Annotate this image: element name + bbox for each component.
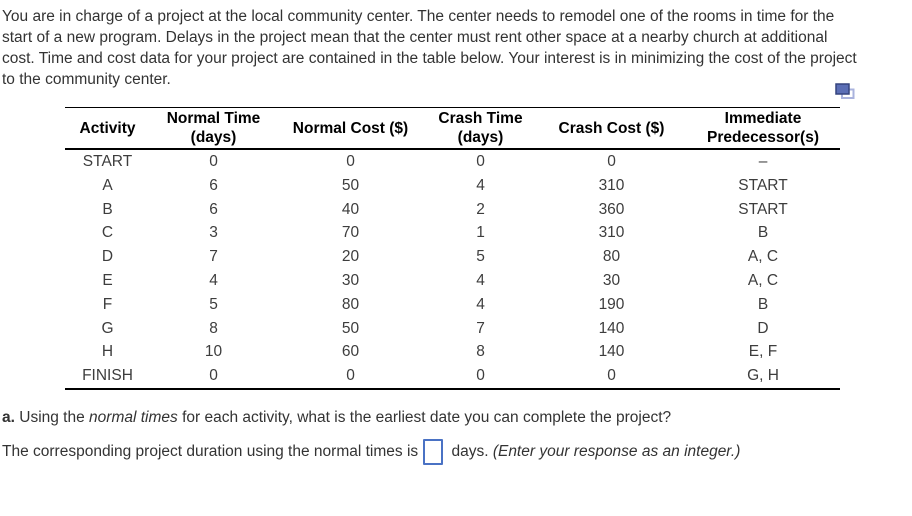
table-cell: E	[102, 271, 113, 289]
answer-text-before: The corresponding project duration using…	[2, 442, 419, 460]
table-cell: 8	[476, 343, 485, 361]
table-cell: 0	[607, 153, 616, 170]
table-cell: 310	[598, 176, 625, 194]
question-part-a: a. Using the normal times for each activ…	[2, 407, 912, 428]
table-row: FINISH 0 0 0 0 G, H	[65, 364, 840, 389]
table-cell: B	[102, 200, 113, 218]
table-cell: 4	[209, 271, 218, 289]
table-cell: A, C	[747, 271, 779, 289]
table-cell: B	[757, 295, 769, 313]
table-cell: G	[101, 319, 114, 337]
table-cell: 0	[209, 367, 218, 385]
table-cell: F	[102, 295, 113, 313]
col-header-crash-cost: Crash Cost ($)	[537, 107, 686, 150]
answer-text-after: days.	[447, 442, 493, 460]
question-italic-phrase: normal times	[89, 408, 178, 426]
table-cell: A	[102, 176, 113, 194]
col-header-normal-cost: Normal Cost ($)	[277, 107, 424, 150]
col-header-immediate-predecessors: Immediate Predecessor(s)	[686, 107, 840, 150]
table-cell: 7	[476, 319, 485, 337]
table-row: D 7 20 5 80 A, C	[65, 245, 840, 269]
question-part-label: a.	[2, 408, 15, 426]
table-cell: 360	[598, 200, 625, 218]
table-cell: 10	[204, 343, 223, 361]
activity-cost-table: Activity Normal Time (days) Normal Cost …	[65, 107, 840, 390]
table-cell: B	[757, 224, 769, 242]
answer-line: The corresponding project duration using…	[2, 438, 912, 465]
table-cell: G, H	[747, 367, 779, 385]
table-row: B 6 40 2 360 START	[65, 198, 840, 222]
table-cell: 2	[476, 200, 485, 218]
table-cell: E, F	[748, 343, 778, 361]
problem-statement-line: You are in charge of a project at the lo…	[2, 8, 835, 25]
table-cell: 0	[209, 153, 218, 170]
problem-statement-line: cost. Time and cost data for your projec…	[2, 50, 857, 67]
table-cell: 4	[476, 271, 485, 289]
table-cell: 20	[341, 248, 360, 266]
table-cell: 0	[346, 153, 355, 170]
table-cell: START	[738, 176, 788, 194]
table-cell: START	[82, 153, 133, 170]
table-cell: 80	[341, 295, 360, 313]
table-cell: 6	[209, 176, 218, 194]
table-cell: 5	[476, 248, 485, 266]
table-cell: 140	[598, 343, 625, 361]
table-body: START 0 0 0 0– A 6 50 4 310 START B 6 40 2 360 START C 3 70…	[65, 149, 840, 389]
table-cell: D	[757, 319, 769, 337]
table-cell: 30	[341, 271, 360, 289]
question-text-before: Using the	[14, 408, 90, 426]
table-row: START 0 0 0 0 –	[65, 149, 840, 174]
question-text-after: for each activity, what is the earliest …	[177, 408, 672, 426]
table-cell: 0	[607, 367, 616, 385]
col-header-crash-time: Crash Time (days)	[424, 107, 537, 150]
table-row: E 4 30 4 30 A, C	[65, 269, 840, 293]
table-cell: –	[758, 153, 768, 170]
table-cell: 140	[598, 319, 625, 337]
table-cell: 5	[209, 295, 218, 313]
table-cell: 80	[602, 248, 621, 266]
copy-table-icon-glyph	[835, 83, 855, 99]
table-cell: 0	[476, 367, 485, 385]
table-cell: 50	[341, 319, 360, 337]
table-row: G 8 50 7 140 D	[65, 317, 840, 341]
table-cell: 0	[346, 367, 355, 385]
table-cell: C	[101, 224, 114, 242]
table-cell: 310	[598, 224, 625, 242]
table-cell: 30	[602, 271, 621, 289]
table-cell: 50	[341, 176, 360, 194]
answer-instruction: (Enter your response as an integer.)	[492, 442, 741, 460]
table-cell: START	[738, 200, 788, 218]
table-cell: 190	[598, 295, 625, 313]
table-cell: 7	[209, 248, 218, 266]
table-cell: 3	[209, 224, 218, 242]
table-cell: FINISH	[82, 367, 133, 385]
table-row: H 10 60 8 140 E, F	[65, 340, 840, 364]
problem-statement-line: start of a new program. Delays in the pr…	[2, 29, 828, 46]
table-cell: A, C	[747, 248, 779, 266]
table-cell: H	[101, 343, 114, 361]
table-cell: 4	[476, 295, 485, 313]
table-row: C 3 70 1 310 B	[65, 221, 840, 245]
duration-input[interactable]	[423, 438, 444, 465]
table-cell: D	[101, 248, 114, 266]
table-cell: 0	[476, 153, 485, 170]
table-cell: 6	[209, 200, 218, 218]
table-header: Activity Normal Time (days) Normal Cost …	[65, 107, 840, 150]
table-cell: 60	[341, 343, 360, 361]
col-header-activity: Activity	[65, 107, 150, 150]
problem-statement: You are in charge of a project at the lo…	[0, 0, 912, 90]
table-cell: 1	[476, 224, 485, 242]
table-cell: 8	[209, 319, 218, 337]
table-cell: 40	[341, 200, 360, 218]
col-header-normal-time: Normal Time (days)	[150, 107, 277, 150]
table-cell: 4	[476, 176, 485, 194]
table-cell: 70	[341, 224, 360, 242]
table-row: A 6 50 4 310 START	[65, 174, 840, 198]
table-row: F 5 80 4 190 B	[65, 293, 840, 317]
copy-table-icon[interactable]	[835, 83, 857, 101]
problem-statement-line: to the community center.	[2, 71, 171, 88]
